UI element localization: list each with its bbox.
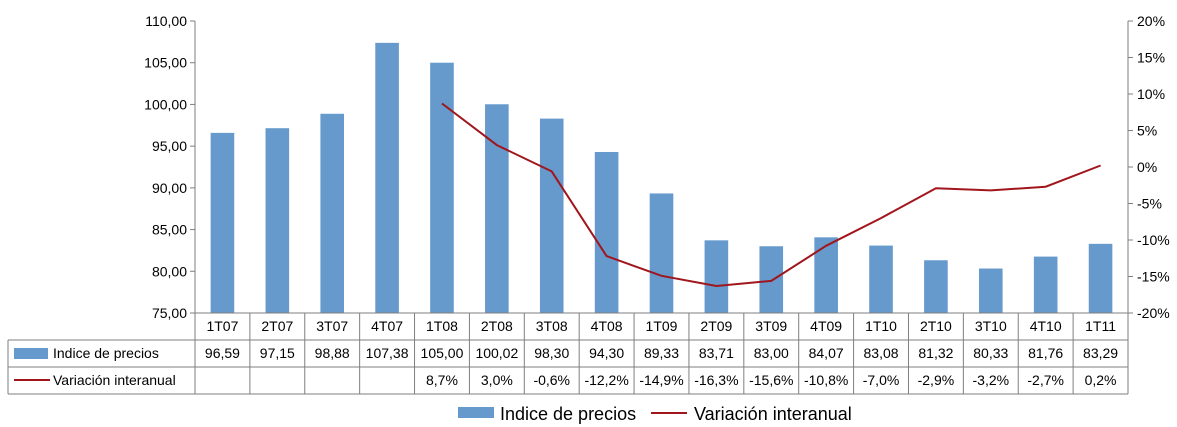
data-label: -14,9% bbox=[639, 372, 683, 388]
x-tick-label: 4T07 bbox=[371, 318, 403, 334]
y-left-tick-label: 105,00 bbox=[144, 55, 187, 71]
x-tick-label: 2T09 bbox=[700, 318, 732, 334]
y-left-tick-label: 90,00 bbox=[152, 180, 187, 196]
data-label: 8,7% bbox=[426, 372, 458, 388]
x-tick-label: 3T07 bbox=[316, 318, 348, 334]
bar bbox=[375, 42, 399, 314]
x-tick-label: 1T10 bbox=[865, 318, 897, 334]
data-label: -12,2% bbox=[584, 372, 628, 388]
y-right-tick-label: 20% bbox=[1137, 13, 1165, 29]
bar bbox=[869, 245, 893, 313]
table-row-label: Indice de precios bbox=[53, 345, 159, 361]
y-left-tick-label: 80,00 bbox=[152, 263, 187, 279]
data-label: 83,00 bbox=[754, 345, 789, 361]
data-label: -2,9% bbox=[918, 372, 955, 388]
bar bbox=[978, 268, 1003, 313]
data-label: 97,15 bbox=[260, 345, 295, 361]
y-right-tick-label: 15% bbox=[1137, 50, 1165, 66]
data-label: 89,33 bbox=[644, 345, 679, 361]
data-label: -2,7% bbox=[1027, 372, 1064, 388]
y-left-tick-label: 110,00 bbox=[145, 13, 187, 29]
y-right-tick-label: 0% bbox=[1137, 159, 1157, 175]
x-tick-label: 3T08 bbox=[536, 318, 568, 334]
x-tick-label: 4T09 bbox=[810, 318, 842, 334]
data-label: 83,71 bbox=[699, 345, 734, 361]
bar bbox=[924, 260, 948, 313]
data-label: -10,8% bbox=[804, 372, 848, 388]
y-right-tick-label: -20% bbox=[1137, 305, 1170, 321]
y-right-tick-label: -5% bbox=[1137, 196, 1162, 212]
x-tick-label: 1T11 bbox=[1085, 318, 1116, 334]
x-tick-label: 1T07 bbox=[206, 318, 238, 334]
data-label: -0,6% bbox=[533, 372, 570, 388]
data-label: 107,38 bbox=[366, 345, 409, 361]
bar bbox=[814, 237, 838, 313]
y-right-tick-label: 5% bbox=[1137, 123, 1157, 139]
data-label: 3,0% bbox=[481, 372, 513, 388]
x-tick-label: 3T10 bbox=[975, 318, 1007, 334]
bar bbox=[649, 193, 674, 313]
x-tick-label: 2T10 bbox=[920, 318, 952, 334]
data-label: 80,33 bbox=[973, 345, 1008, 361]
data-label: -16,3% bbox=[694, 372, 738, 388]
table-key-bar bbox=[14, 348, 48, 359]
data-label: 84,07 bbox=[809, 345, 844, 361]
bar bbox=[430, 62, 454, 313]
line-series bbox=[441, 102, 1101, 288]
bar bbox=[759, 246, 784, 313]
x-tick-label: 3T09 bbox=[755, 318, 787, 334]
data-label: 100,02 bbox=[475, 345, 518, 361]
data-label: 94,30 bbox=[589, 345, 624, 361]
y-left-tick-label: 100,00 bbox=[144, 96, 187, 112]
data-label: 96,59 bbox=[205, 345, 240, 361]
data-label: 98,30 bbox=[534, 345, 569, 361]
x-tick-label: 1T08 bbox=[426, 318, 458, 334]
data-label: -7,0% bbox=[863, 372, 900, 388]
data-label: 81,32 bbox=[918, 345, 953, 361]
legend-label: Indice de precios bbox=[500, 404, 636, 424]
bar bbox=[1088, 243, 1113, 313]
y-left-tick-label: 75,00 bbox=[152, 305, 187, 321]
data-label: 83,29 bbox=[1083, 345, 1118, 361]
bar bbox=[1033, 256, 1058, 313]
x-tick-label: 2T07 bbox=[261, 318, 293, 334]
data-label: 105,00 bbox=[421, 345, 464, 361]
bar bbox=[265, 128, 290, 313]
table-row-label: Variación interanual bbox=[53, 372, 176, 388]
bar bbox=[320, 113, 345, 313]
bar bbox=[210, 132, 235, 313]
data-label: 83,08 bbox=[864, 345, 899, 361]
y-left-tick-label: 95,00 bbox=[152, 138, 187, 154]
x-tick-label: 4T08 bbox=[591, 318, 623, 334]
bar bbox=[594, 151, 619, 313]
y-left-tick-label: 85,00 bbox=[152, 222, 187, 238]
legend-key-bar bbox=[458, 407, 494, 418]
bar bbox=[539, 118, 564, 314]
legend-label: Variación interanual bbox=[694, 404, 852, 424]
x-tick-label: 4T10 bbox=[1030, 318, 1062, 334]
bar bbox=[485, 104, 509, 313]
x-tick-label: 2T08 bbox=[481, 318, 513, 334]
y-right-tick-label: -10% bbox=[1137, 232, 1170, 248]
data-label: -15,6% bbox=[749, 372, 793, 388]
x-tick-label: 1T09 bbox=[646, 318, 678, 334]
bar bbox=[704, 240, 729, 313]
data-label: 81,76 bbox=[1028, 345, 1063, 361]
data-label: 0,2% bbox=[1085, 372, 1117, 388]
data-label: 98,88 bbox=[315, 345, 350, 361]
data-label: -3,2% bbox=[973, 372, 1010, 388]
y-right-tick-label: -15% bbox=[1137, 269, 1170, 285]
y-right-tick-label: 10% bbox=[1137, 86, 1165, 102]
